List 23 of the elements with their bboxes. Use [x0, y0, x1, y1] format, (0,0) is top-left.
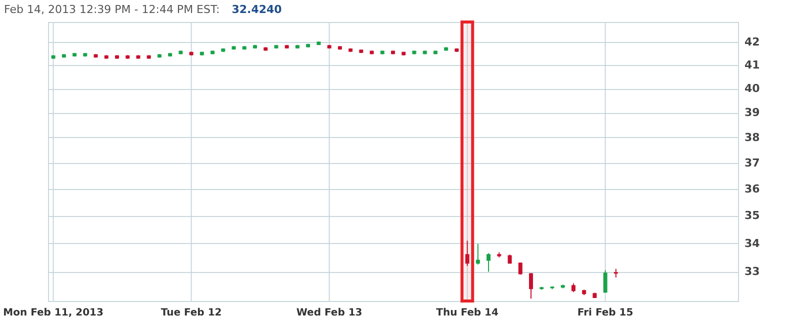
x-tick-label: Tue Feb 12 [160, 308, 222, 317]
x-tick-label: Mon Feb 11, 2013 [3, 308, 104, 317]
y-tick-label: 42 [744, 36, 760, 49]
candlestick [518, 262, 522, 276]
y-tick-label: 35 [744, 209, 760, 222]
chart-title: Feb 14, 2013 12:39 PM - 12:44 PM EST: [4, 3, 220, 16]
candlestick [529, 272, 533, 300]
candlestick [603, 270, 608, 294]
y-tick-label: 33 [744, 265, 760, 278]
text: 32.4240 [232, 3, 282, 16]
y-tick-label: 37 [744, 156, 760, 170]
y-tick-label: 39 [744, 106, 760, 120]
y-tick-label: 36 [744, 182, 760, 196]
y-tick-label: 41 [744, 58, 760, 72]
candlestick [465, 240, 470, 266]
x-tick-label: Thu Feb 14 [436, 308, 498, 317]
y-tick-label: 38 [744, 130, 760, 144]
y-tick-label: 40 [744, 82, 760, 96]
candlestick [486, 252, 491, 272]
x-tick-label: Fri Feb 15 [577, 308, 634, 317]
candlestick [476, 243, 480, 266]
x-tick-label: Wed Feb 13 [296, 308, 362, 317]
y-tick-label: 34 [744, 236, 760, 250]
